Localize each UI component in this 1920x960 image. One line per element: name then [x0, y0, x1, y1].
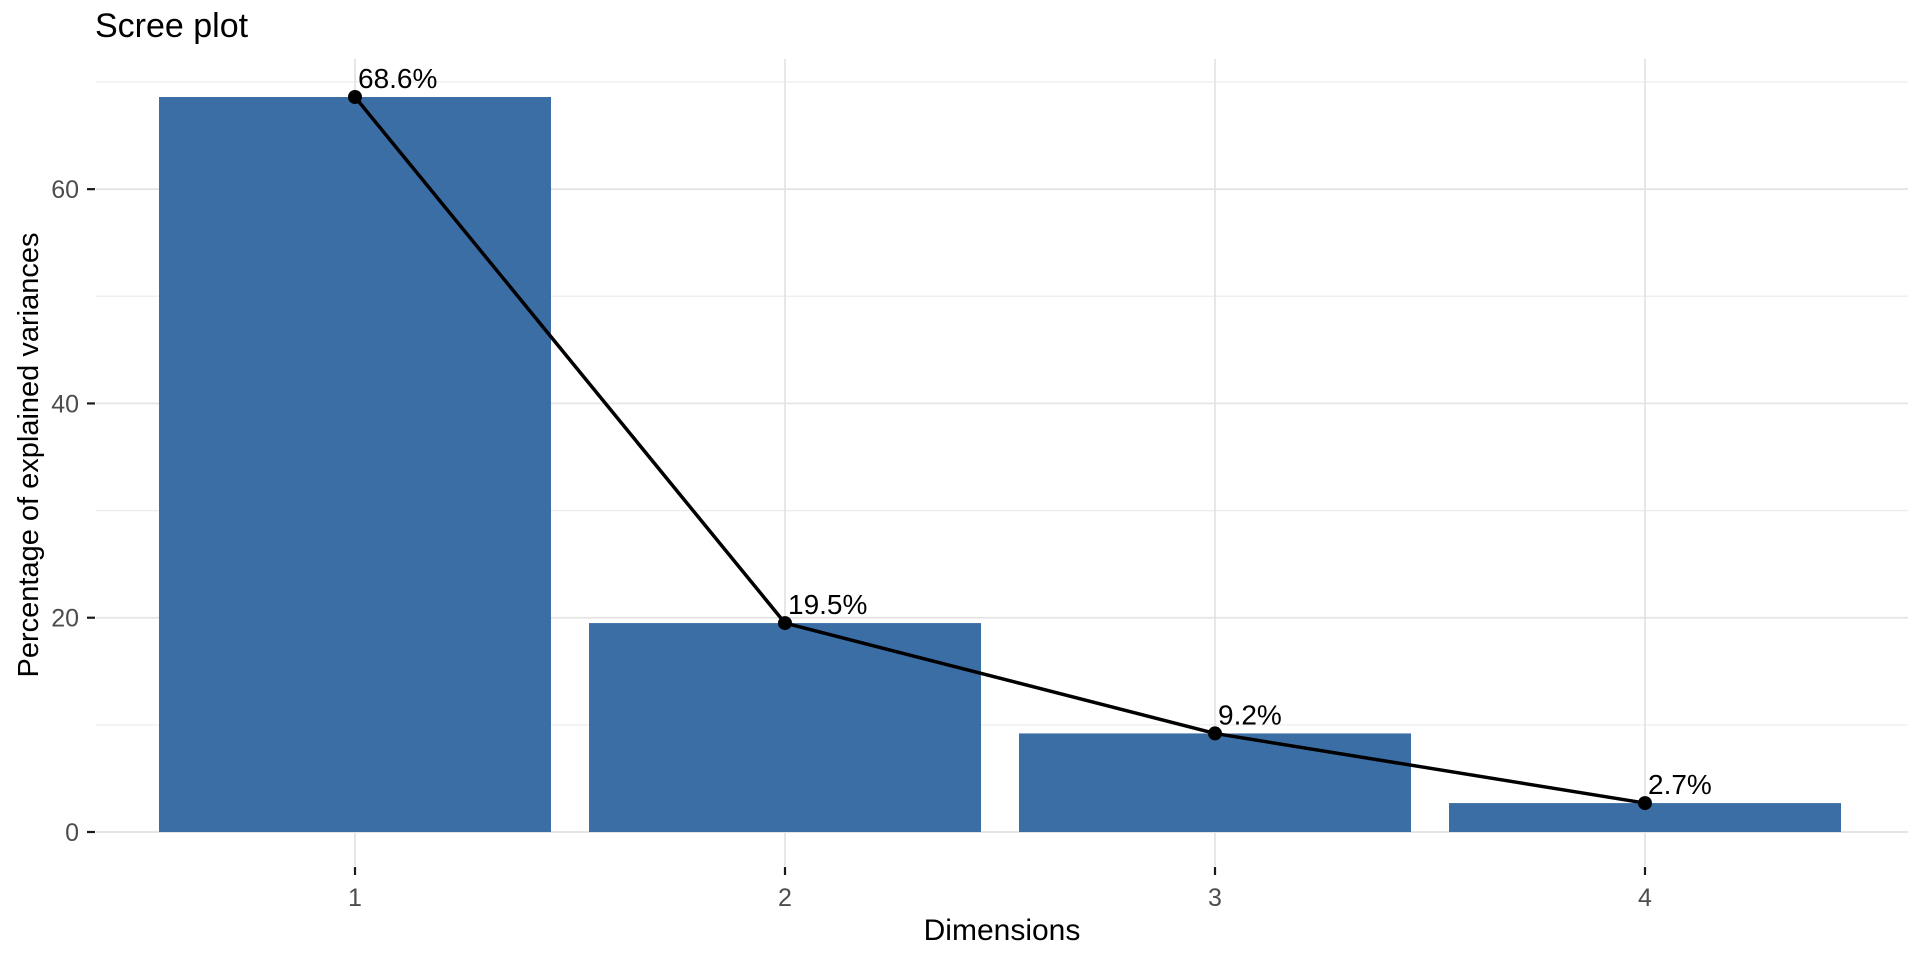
data-point — [1638, 796, 1652, 811]
data-point-label: 19.5% — [788, 589, 867, 620]
bar — [1019, 733, 1411, 832]
data-point-label: 2.7% — [1648, 769, 1712, 800]
data-point — [778, 616, 792, 631]
plot-title: Scree plot — [95, 7, 249, 45]
data-point-label: 68.6% — [358, 63, 437, 94]
x-tick-label: 4 — [1638, 884, 1652, 912]
y-tick-label: 60 — [51, 176, 79, 204]
y-tick-label: 40 — [51, 390, 79, 418]
bar — [159, 97, 551, 832]
x-tick-label: 2 — [778, 884, 792, 912]
data-point-label: 9.2% — [1218, 699, 1282, 730]
data-point — [348, 90, 362, 104]
x-axis-title: Dimensions — [923, 914, 1081, 947]
variance-line — [353, 95, 1646, 805]
x-tick-label: 3 — [1208, 884, 1222, 912]
y-tick-label: 0 — [65, 819, 79, 847]
x-tick-label: 1 — [348, 884, 362, 912]
bar — [589, 623, 981, 832]
data-point — [1208, 726, 1222, 741]
y-axis-title: Percentage of explained variances — [13, 232, 45, 678]
y-tick-label: 20 — [51, 605, 79, 633]
